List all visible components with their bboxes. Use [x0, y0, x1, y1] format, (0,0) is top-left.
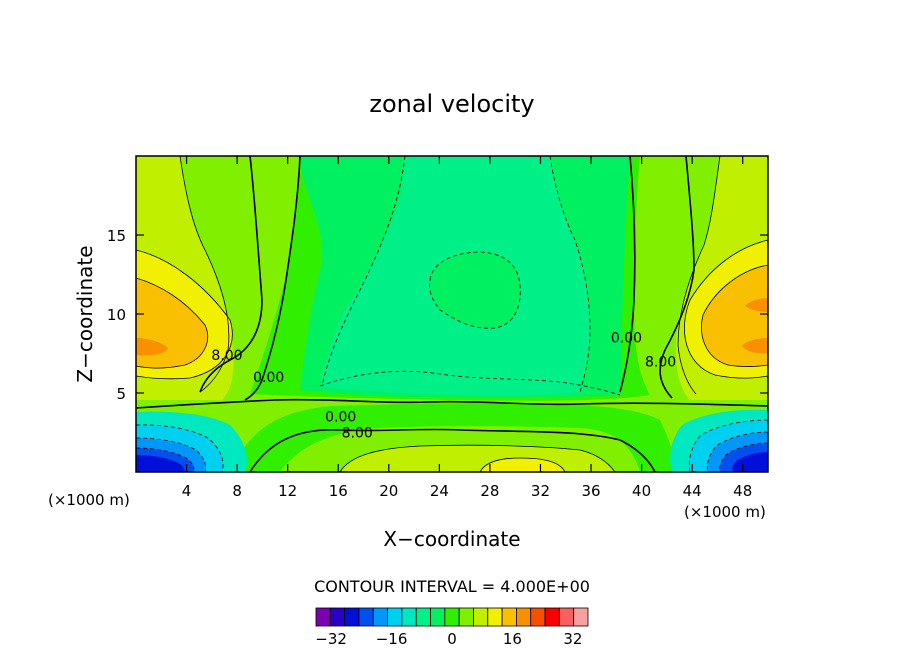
field-region-left-darkorange [136, 338, 168, 356]
field-region-right-navy [732, 452, 768, 472]
x-tick-label: 12 [278, 482, 297, 500]
y-axis-label: Z−coordinate [73, 245, 97, 382]
contour-label: 0.00 [611, 331, 642, 347]
x-tick-label: 48 [733, 482, 752, 500]
contour-line-right-neg-3 [719, 442, 768, 472]
contour-field [136, 156, 768, 472]
field-region-right-darkorange [742, 338, 768, 354]
contour-label: 0.00 [253, 370, 284, 386]
colorbar-tick-labels: −32 −16 0 16 32 [315, 630, 582, 648]
colorbar-swatch [530, 607, 546, 627]
contour-line-left-orange [136, 277, 209, 369]
contour-label: 0.00 [325, 410, 356, 426]
x-axis-ticks: 4 8 12 16 20 24 28 32 36 40 44 48 [182, 156, 752, 500]
x-tick-label: 16 [329, 482, 348, 500]
colorbar-swatch [372, 607, 388, 627]
colorbar-swatch [444, 607, 460, 627]
contour-line-center-light-right [549, 156, 591, 393]
contour-lines [136, 156, 768, 472]
y-tick-label: 5 [116, 385, 126, 403]
contour-line-right-yellow [684, 239, 768, 379]
contour-label: 8.00 [645, 354, 676, 370]
x-unit-label-left: (×1000 m) [48, 491, 130, 509]
colorbar-swatch [573, 607, 589, 627]
chart-title: zonal velocity [369, 90, 534, 118]
x-tick-label: 4 [182, 482, 192, 500]
colorbar-swatch [401, 607, 417, 627]
colorbar-swatch [329, 607, 346, 627]
colorbar-swatch [458, 607, 474, 627]
contour-line-left-neg-1 [136, 424, 224, 472]
colorbar-swatch [501, 607, 517, 627]
colorbar-tick-label: 32 [563, 630, 582, 648]
contour-line-horizontal-zero [136, 398, 768, 409]
x-tick-label: 24 [430, 482, 449, 500]
colorbar-swatch [544, 607, 560, 627]
contour-label: 8.00 [211, 348, 242, 364]
contour-labels: 8.000.000.008.000.008.00 [211, 331, 676, 442]
contour-line-right-orange [701, 264, 768, 367]
colorbar-swatch [558, 607, 575, 627]
field-region-bottom-yellow [480, 458, 565, 472]
contour-label: 8.00 [342, 426, 373, 442]
colorbar-tick-label: −32 [315, 630, 347, 648]
colorbar-swatch [358, 607, 374, 627]
contour-line-eight-right [659, 156, 695, 399]
colorbar-tick-label: −16 [376, 630, 408, 648]
colorbar-swatch [315, 607, 331, 627]
colorbar-tick-label: 0 [447, 630, 457, 648]
colorbar-swatch [415, 607, 431, 627]
contour-line-zero-right [619, 156, 636, 393]
contour-line-right-neg-1 [688, 419, 768, 472]
field-region-right-darkorange-2 [745, 298, 768, 312]
field-region-center-green-blob [429, 252, 521, 329]
contour-line-zero-left [244, 156, 301, 401]
colorbar-swatch [344, 607, 360, 627]
contour-line-left-yellow [136, 249, 233, 380]
x-unit-label-right: (×1000 m) [684, 503, 766, 521]
x-tick-label: 36 [581, 482, 600, 500]
contour-interval-label: CONTOUR INTERVAL = 4.000E+00 [314, 577, 590, 596]
x-tick-label: 8 [232, 482, 242, 500]
colorbar-swatch [473, 607, 489, 627]
contour-line-bottom-yellow [479, 457, 566, 472]
contour-line-right-neg-2 [706, 431, 768, 472]
x-tick-label: 20 [379, 482, 398, 500]
x-axis-label: X−coordinate [383, 527, 520, 551]
contour-line-bottom-inner [339, 444, 616, 472]
y-tick-label: 15 [107, 227, 126, 245]
y-axis-ticks: 5 10 15 [107, 227, 768, 403]
x-tick-label: 32 [531, 482, 550, 500]
contour-line-right-outer [677, 156, 721, 395]
y-tick-label: 10 [107, 306, 126, 324]
contour-line-bottom-eight [249, 428, 656, 472]
x-tick-label: 44 [683, 482, 702, 500]
colorbar-tick-label: 16 [503, 630, 522, 648]
contour-line-eight-left [199, 156, 263, 393]
contour-line-left-outer [179, 156, 230, 393]
colorbar-swatch [487, 607, 503, 627]
contour-line-blob [429, 251, 521, 329]
contour-line-left-neg-3 [136, 447, 195, 472]
x-tick-label: 40 [632, 482, 651, 500]
contour-line-center-light [321, 156, 406, 387]
x-tick-label: 28 [480, 482, 499, 500]
colorbar [315, 607, 589, 627]
colorbar-swatch [516, 607, 532, 627]
colorbar-swatch [430, 607, 446, 627]
colorbar-swatch [387, 607, 403, 627]
field-region-left-navy [136, 455, 185, 472]
